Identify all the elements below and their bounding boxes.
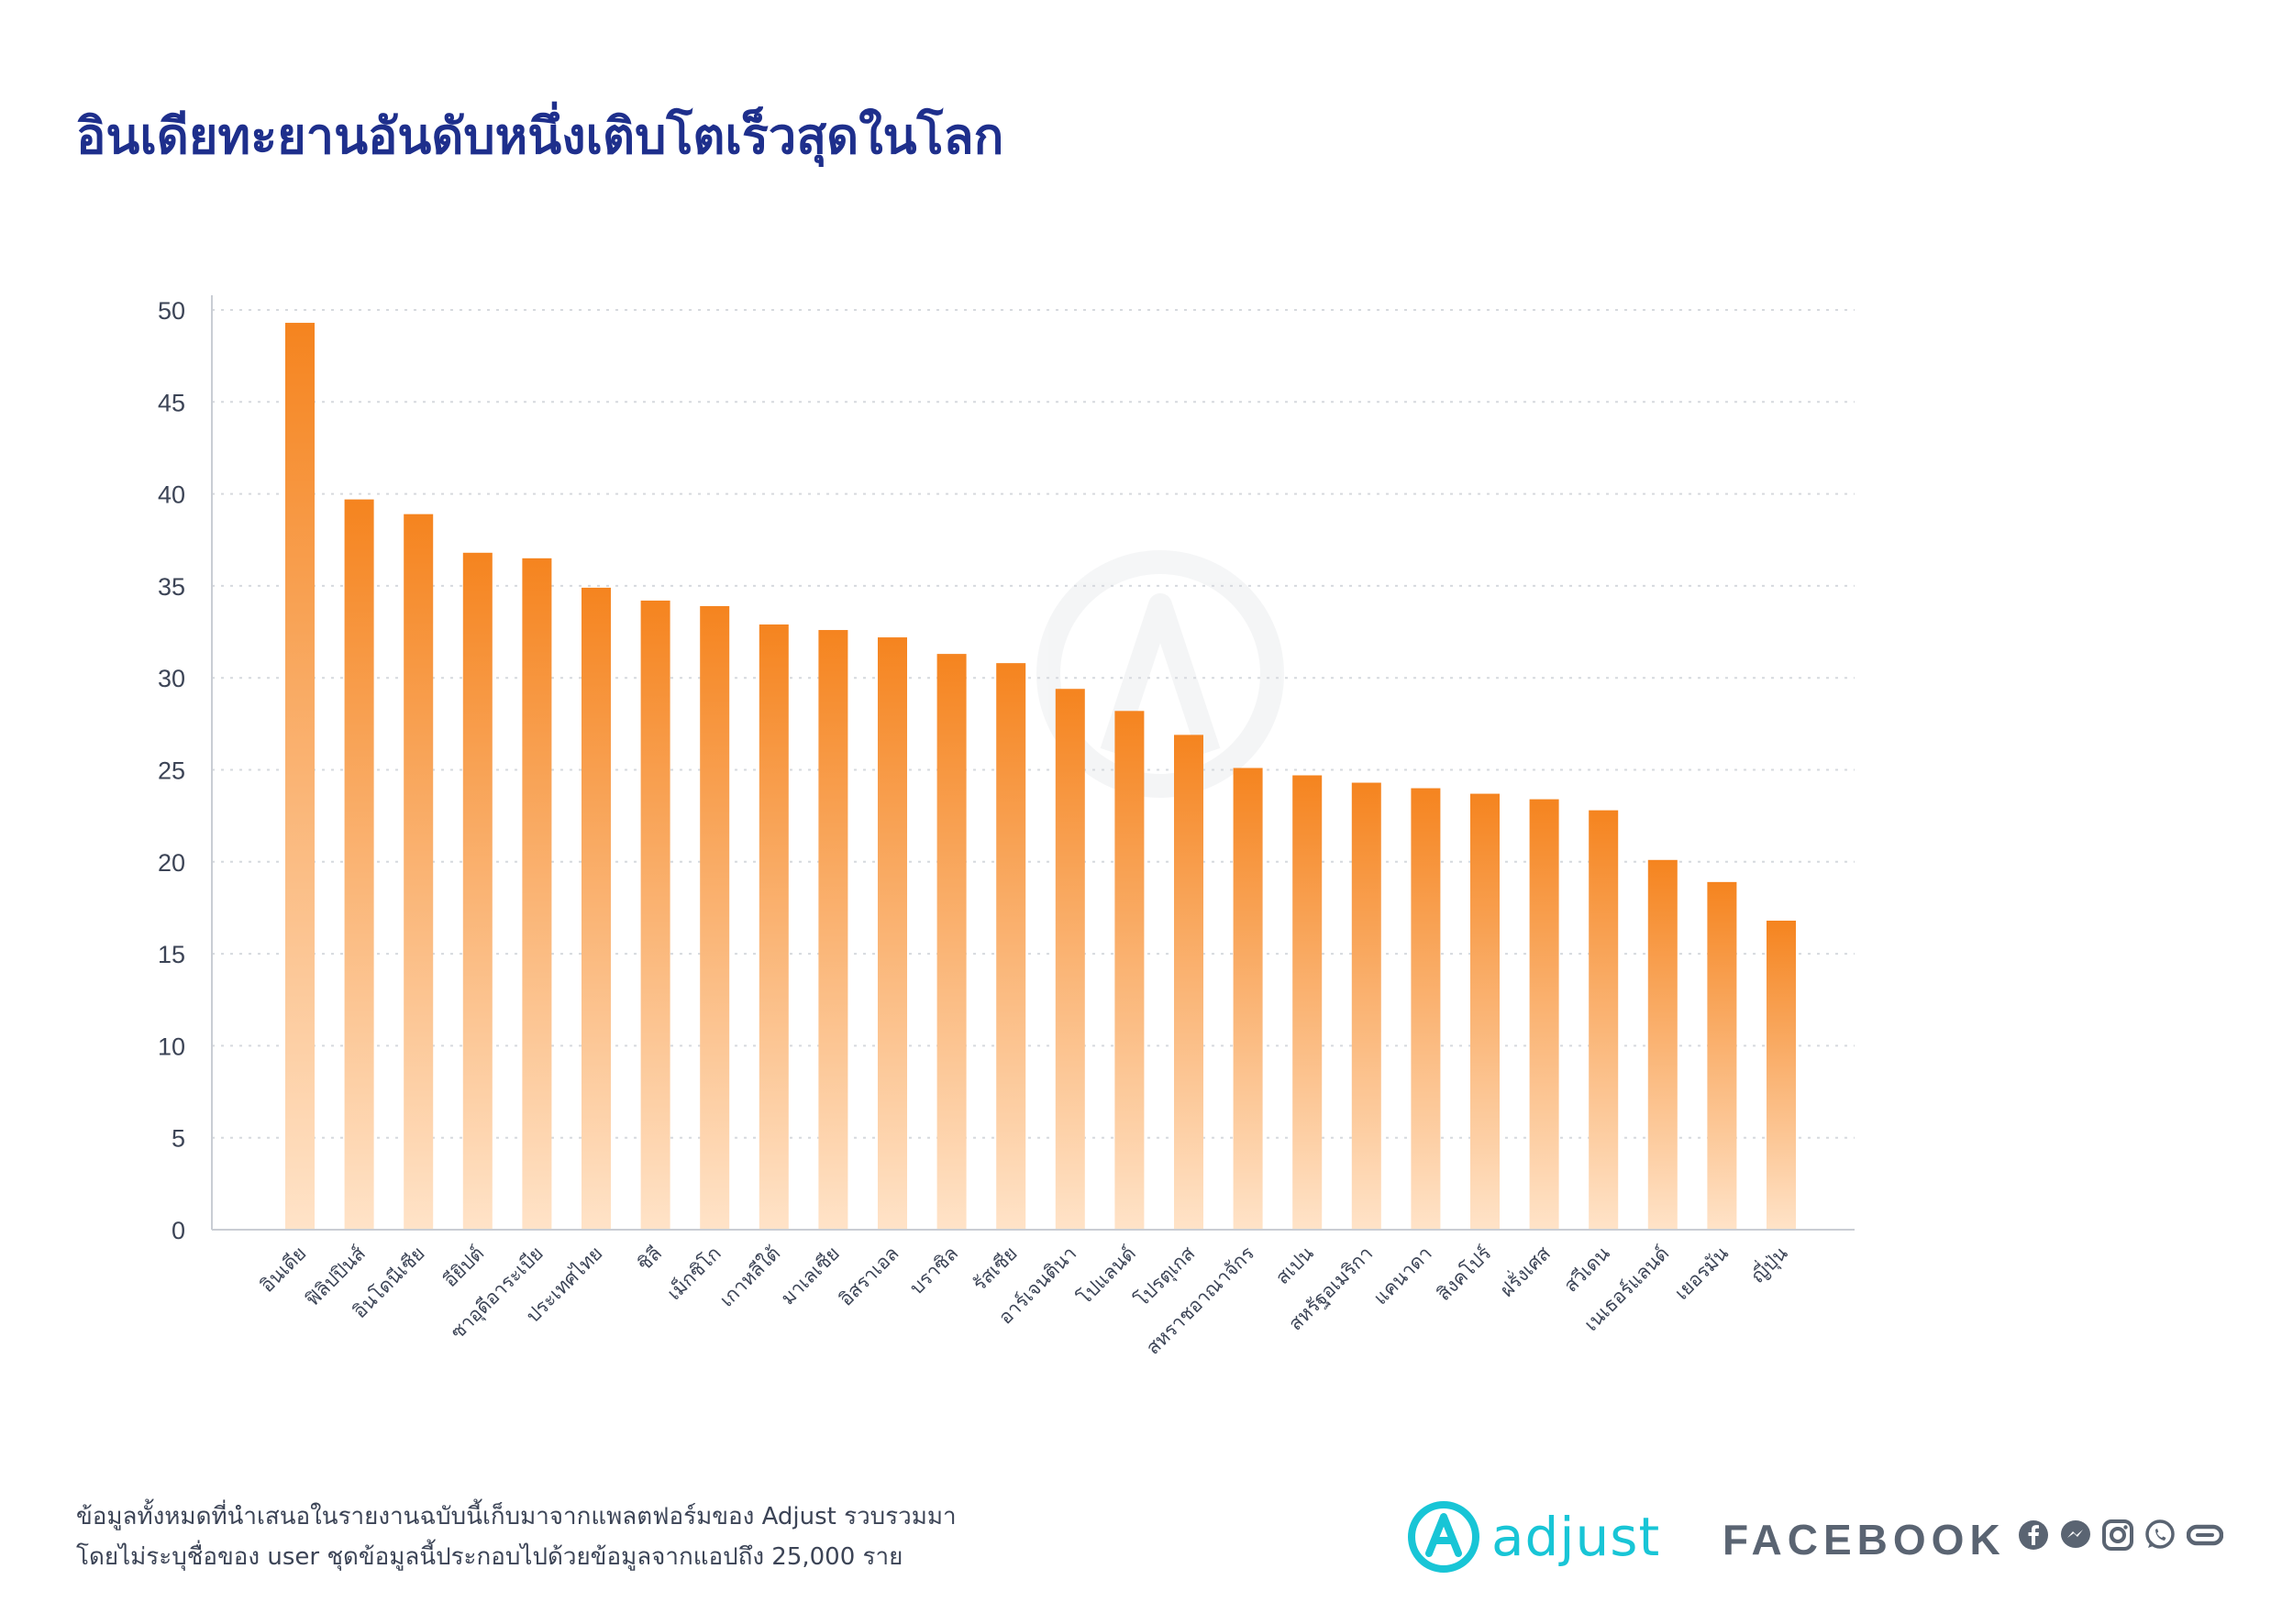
social-icons bbox=[2018, 1519, 2224, 1554]
facebook-icon bbox=[2018, 1519, 2049, 1554]
y-tick-label: 50 bbox=[158, 297, 185, 325]
bar bbox=[1647, 859, 1678, 1230]
bars bbox=[285, 323, 1796, 1230]
y-tick-label: 0 bbox=[172, 1217, 185, 1244]
x-tick-label: ญี่ปุ่น bbox=[1745, 1240, 1792, 1287]
bar bbox=[462, 552, 493, 1230]
bar bbox=[1411, 788, 1441, 1230]
bar bbox=[1707, 881, 1737, 1230]
page-title: อินเดียทะยานอันดับหนึ่งเติบโตเร็วสุดในโล… bbox=[76, 107, 1004, 165]
bar bbox=[1529, 799, 1559, 1230]
bar bbox=[1351, 782, 1381, 1230]
x-tick-label: เกาหลีใต้ bbox=[715, 1243, 784, 1311]
x-tick-label: ฝรั่งเศส bbox=[1494, 1240, 1556, 1301]
bar bbox=[640, 600, 670, 1230]
bar bbox=[522, 558, 552, 1230]
bar bbox=[1589, 810, 1619, 1230]
x-tick-label: บราซิล bbox=[905, 1243, 962, 1299]
instagram-icon bbox=[2102, 1519, 2133, 1554]
bar-chart: 0 5 10 15 20 25 30 35 40 45 50 อินเดียฟิลิปปินส์อิ… bbox=[158, 295, 1855, 1359]
x-tick-label: แคนาดา bbox=[1369, 1243, 1436, 1309]
x-tick-label: มาเลเซีย bbox=[777, 1243, 844, 1309]
x-tick-label: สวีเดน bbox=[1559, 1243, 1613, 1297]
y-tick-label: 25 bbox=[158, 757, 185, 785]
bar bbox=[285, 323, 315, 1230]
footnote-line-1: ข้อมูลทั้งหมดที่นำเสนอในรายงานฉบับนี้เก็… bbox=[76, 1503, 957, 1530]
x-tick-label: สิงคโปร์ bbox=[1433, 1243, 1496, 1306]
bar bbox=[700, 605, 730, 1230]
bar bbox=[759, 624, 789, 1230]
oculus-icon bbox=[2186, 1519, 2224, 1554]
messenger-icon bbox=[2060, 1519, 2091, 1554]
x-tick-label: อิสราเอล bbox=[835, 1243, 903, 1310]
x-tick-label: สหราชอาณาจักร bbox=[1142, 1243, 1258, 1359]
bar bbox=[1767, 920, 1796, 1230]
y-tick-label: 30 bbox=[158, 665, 185, 692]
y-tick-label: 15 bbox=[158, 941, 185, 968]
y-tick-label: 40 bbox=[158, 481, 185, 509]
y-tick-label: 45 bbox=[158, 389, 185, 416]
whatsapp-icon bbox=[2144, 1519, 2176, 1554]
bar bbox=[936, 654, 967, 1230]
adjust-wordmark: adjust bbox=[1491, 1506, 1661, 1568]
x-tick-label: สเปน bbox=[1271, 1243, 1318, 1289]
bar bbox=[344, 499, 374, 1230]
bar bbox=[404, 514, 434, 1230]
y-axis: 0 5 10 15 20 25 30 35 40 45 50 bbox=[158, 297, 185, 1244]
footnote: ข้อมูลทั้งหมดที่นำเสนอในรายงานฉบับนี้เก็… bbox=[76, 1497, 957, 1577]
x-tick-label: เยอรมัน bbox=[1670, 1243, 1733, 1305]
bar bbox=[1233, 768, 1263, 1230]
y-tick-label: 10 bbox=[158, 1033, 185, 1060]
bar bbox=[996, 663, 1026, 1230]
x-tick-label: อียิปต์ bbox=[439, 1243, 489, 1292]
adjust-mark-icon bbox=[1408, 1501, 1479, 1573]
bar bbox=[878, 637, 907, 1230]
y-tick-label: 35 bbox=[158, 573, 185, 601]
x-tick-label: ชิลี bbox=[633, 1243, 666, 1276]
bar bbox=[582, 587, 611, 1230]
watermark-logo bbox=[1036, 550, 1284, 798]
y-tick-label: 20 bbox=[158, 849, 185, 877]
facebook-wordmark: FACEBOOK bbox=[1723, 1516, 2006, 1563]
x-axis: อินเดียฟิลิปปินส์อินโดนีเซีย อียิปต์ซาอุด… bbox=[256, 1240, 1792, 1359]
x-tick-label: โปแลนด์ bbox=[1073, 1243, 1140, 1309]
gridlines bbox=[212, 309, 1855, 1139]
footnote-line-2: โดยไม่ระบุชื่อของ user ชุดข้อมูลนี้ประกอ… bbox=[76, 1543, 903, 1571]
bar bbox=[1470, 793, 1500, 1230]
y-tick-label: 5 bbox=[172, 1125, 185, 1153]
x-tick-label: รัสเซีย bbox=[969, 1243, 1022, 1296]
bar bbox=[818, 630, 848, 1230]
bar bbox=[1114, 711, 1145, 1230]
bar bbox=[1174, 735, 1203, 1230]
bar bbox=[1292, 775, 1323, 1230]
x-tick-label: อินเดีย bbox=[256, 1243, 310, 1297]
adjust-logo: adjust bbox=[1405, 1498, 1660, 1575]
bar bbox=[1055, 689, 1085, 1230]
